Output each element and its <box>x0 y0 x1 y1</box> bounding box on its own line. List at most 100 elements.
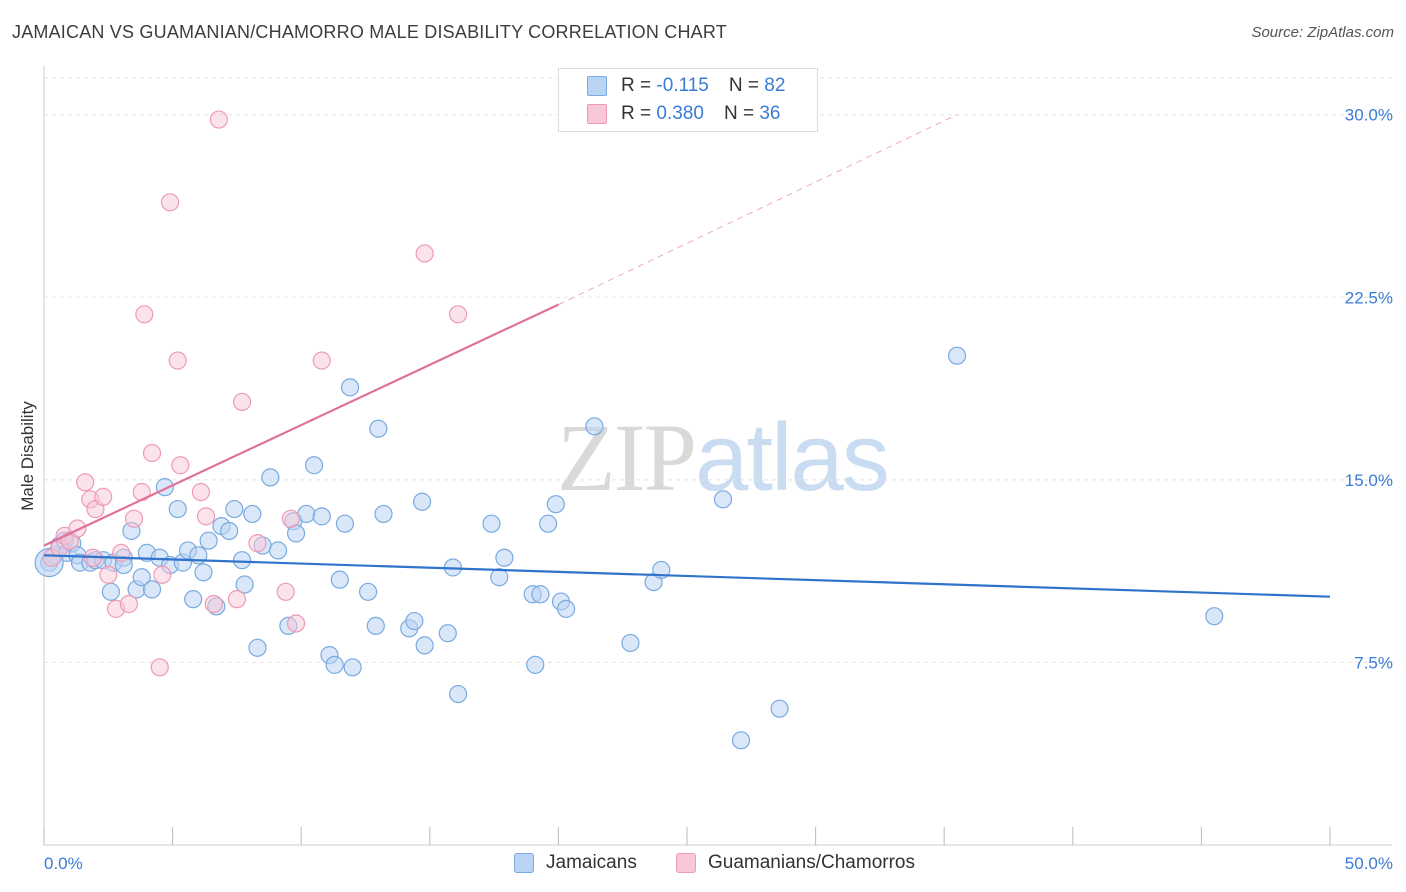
legend-r-value: -0.115 <box>656 75 709 96</box>
guamanian-point <box>209 110 228 129</box>
jamaican-point <box>557 599 576 618</box>
jamaican-point <box>438 624 457 643</box>
source-credit: Source: ZipAtlas.com <box>1251 24 1394 41</box>
legend-swatch-guamanians <box>587 104 607 124</box>
guamanian-point <box>204 594 223 614</box>
legend-n-label: N = <box>723 103 755 124</box>
series-legend-guamanians: Guamanians/Chamorros <box>676 852 915 874</box>
guamanian-point <box>68 519 87 538</box>
guamanians-trend-extension <box>558 114 958 306</box>
tick-labels: 7.5% 15.0% 22.5% 30.0% 0.0% 50.0% <box>44 106 1393 873</box>
y-tick-label: 22.5% <box>1345 288 1393 307</box>
guamanian-point <box>276 582 295 601</box>
jamaican-point <box>713 490 733 509</box>
chart-title: JAMAICAN VS GUAMANIAN/CHAMORRO MALE DISA… <box>12 22 727 42</box>
jamaican-point <box>225 499 244 519</box>
series-legend: Jamaicans Guamanians/Chamorros <box>0 852 1406 876</box>
jamaican-point <box>490 568 509 587</box>
guamanian-point <box>415 244 434 263</box>
jamaican-point <box>374 504 393 524</box>
jamaican-point <box>243 504 262 524</box>
legend-n-value: 36 <box>759 103 781 124</box>
jamaican-point <box>539 514 558 533</box>
jamaican-point <box>232 551 252 570</box>
jamaican-point <box>220 521 239 541</box>
jamaican-point <box>168 499 187 519</box>
jamaican-point <box>304 456 324 475</box>
jamaican-point <box>366 616 385 636</box>
jamaican-point <box>248 638 267 657</box>
guamanian-point <box>168 351 187 370</box>
jamaicans-trend-line <box>43 554 1331 598</box>
legend-row-guamanians: R = 0.380 N = 36 <box>587 102 780 126</box>
jamaican-point <box>770 699 789 718</box>
jamaican-point <box>340 378 360 397</box>
jamaican-point <box>531 585 550 604</box>
legend-row-jamaicans: R = -0.115 N = 82 <box>587 74 785 98</box>
jamaican-point <box>343 658 362 677</box>
jamaican-point <box>325 655 344 674</box>
trend-lines <box>43 114 1331 598</box>
guamanian-point <box>94 487 113 506</box>
jamaican-point <box>312 507 331 526</box>
y-tick-label: 30.0% <box>1345 106 1393 125</box>
guamanian-point <box>312 351 331 370</box>
guamanian-point <box>119 594 138 614</box>
legend-r-label: R = <box>621 103 652 124</box>
jamaican-point <box>369 419 388 438</box>
guamanians-trend-line <box>43 303 559 547</box>
jamaicans-points <box>34 346 1224 750</box>
legend-r-value: 0.380 <box>656 103 704 124</box>
jamaican-point <box>184 590 203 609</box>
guamanian-point <box>286 614 306 633</box>
x-tick-label: 0.0% <box>44 854 83 873</box>
jamaican-point <box>495 548 514 567</box>
series-legend-jamaicans: Jamaicans <box>514 852 637 874</box>
legend-box: R = -0.115 N = 82 R = 0.380 N = 36 <box>558 68 818 132</box>
legend-swatch-jamaicans <box>587 76 607 96</box>
jamaican-point <box>546 495 565 514</box>
jamaican-point <box>132 568 151 587</box>
legend-n-label: N = <box>728 75 759 96</box>
jamaican-point <box>358 582 378 601</box>
axis-layer <box>43 66 1392 846</box>
grid-layer <box>44 77 1392 663</box>
jamaican-point <box>194 563 213 582</box>
jamaican-point <box>330 570 349 589</box>
jamaican-point <box>415 636 434 655</box>
guamanian-point <box>191 482 210 502</box>
guamanian-point <box>76 473 95 492</box>
y-tick-label: 15.0% <box>1345 471 1393 490</box>
jamaican-point <box>731 731 751 750</box>
jamaican-point <box>448 684 468 704</box>
guamanian-point <box>142 443 162 463</box>
jamaican-point <box>268 541 288 560</box>
jamaican-point <box>297 504 316 524</box>
jamaican-point <box>585 417 604 436</box>
guamanians-points <box>42 110 468 677</box>
y-tick-label: 7.5% <box>1354 653 1393 672</box>
guamanian-point <box>227 590 246 609</box>
guamanian-point <box>153 565 172 584</box>
guamanian-point <box>196 507 216 526</box>
series-label-jamaicans: Jamaicans <box>546 852 637 873</box>
guamanian-point <box>281 509 301 528</box>
guamanian-point <box>150 658 169 677</box>
series-swatch-guamanians <box>676 853 696 873</box>
jamaican-point <box>526 655 545 674</box>
jamaican-point <box>261 468 280 487</box>
guamanian-point <box>232 392 252 412</box>
x-tick-label: 50.0% <box>1345 854 1393 873</box>
jamaican-point <box>335 514 355 533</box>
guamanian-point <box>171 456 190 475</box>
series-label-guamanians: Guamanians/Chamorros <box>708 852 915 873</box>
guamanian-point <box>160 193 180 212</box>
guamanian-point <box>448 305 468 324</box>
jamaican-point <box>101 582 120 601</box>
jamaican-point <box>621 633 640 653</box>
jamaican-point <box>199 531 218 550</box>
guamanian-point <box>248 534 267 553</box>
guamanian-point <box>99 565 118 584</box>
jamaican-point <box>482 514 501 533</box>
